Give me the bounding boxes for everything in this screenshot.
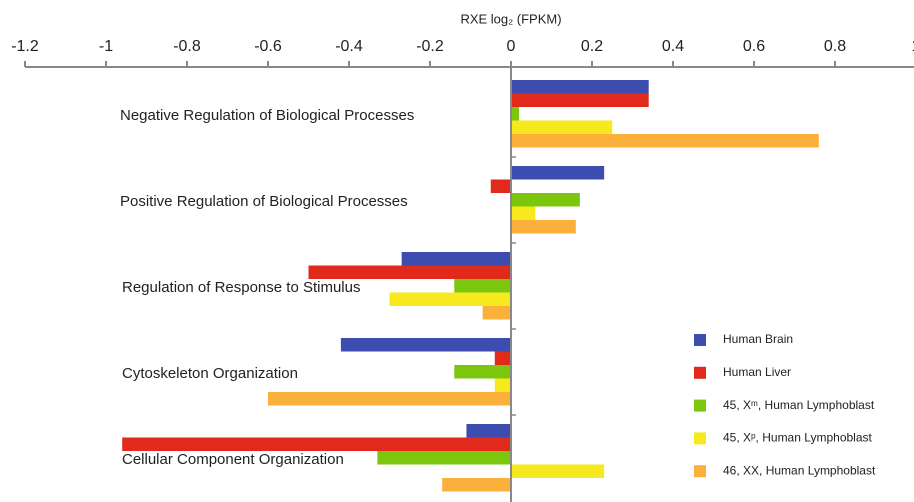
bar [511,193,580,207]
legend-label: Human Liver [723,365,791,379]
x-tick-label: 1 [912,38,914,55]
x-tick-label: -1.2 [11,38,39,55]
bar [442,478,511,492]
x-tick-label: -0.8 [173,38,201,55]
category-label: Cellular Component Organization [122,451,344,468]
legend-swatch [694,334,706,346]
legend-label: 45, Xᵖ, Human Lymphoblast [723,431,873,445]
legend-label: 46, XX, Human Lymphoblast [723,463,876,477]
bar [494,351,511,365]
bar [308,265,511,279]
bar [511,107,520,121]
x-tick-label: -0.2 [416,38,444,55]
legend-label: 45, Xᵐ, Human Lymphoblast [723,398,875,412]
x-tick-label: -0.6 [254,38,282,55]
x-tick-label: 0.4 [662,38,684,55]
bar [466,424,511,438]
bar [511,120,613,134]
x-tick-label: -1 [99,38,113,55]
bar [454,365,511,379]
bar [268,392,511,406]
legend-label: Human Brain [723,332,793,346]
bar [511,206,536,220]
bar [340,338,511,352]
bar [122,437,511,451]
x-tick-label: 0.8 [824,38,846,55]
x-tick-label: 0 [507,38,516,55]
bar [511,93,649,107]
x-axis-label: RXE log₂ (FPKM) [460,11,561,26]
x-tick-label: 0.2 [581,38,603,55]
bar [511,80,649,94]
bar [511,134,819,148]
bar [511,464,605,478]
bar [454,279,511,293]
legend-swatch [694,366,706,379]
legend-swatch [694,432,706,445]
bar [511,166,605,180]
category-label: Cytoskeleton Organization [122,365,298,382]
x-tick-label: -0.4 [335,38,363,55]
legend-swatch [694,465,706,478]
bar [490,179,511,193]
bar [377,451,511,465]
bar [511,220,576,234]
category-label: Negative Regulation of Biological Proces… [120,107,414,124]
x-tick-label: 0.6 [743,38,765,55]
category-label: Regulation of Response to Stimulus [122,279,360,296]
legend-swatch [694,399,706,412]
bar [389,292,511,306]
bar [494,378,511,392]
bar [482,306,511,320]
bar [401,252,511,266]
category-label: Positive Regulation of Biological Proces… [120,193,408,210]
